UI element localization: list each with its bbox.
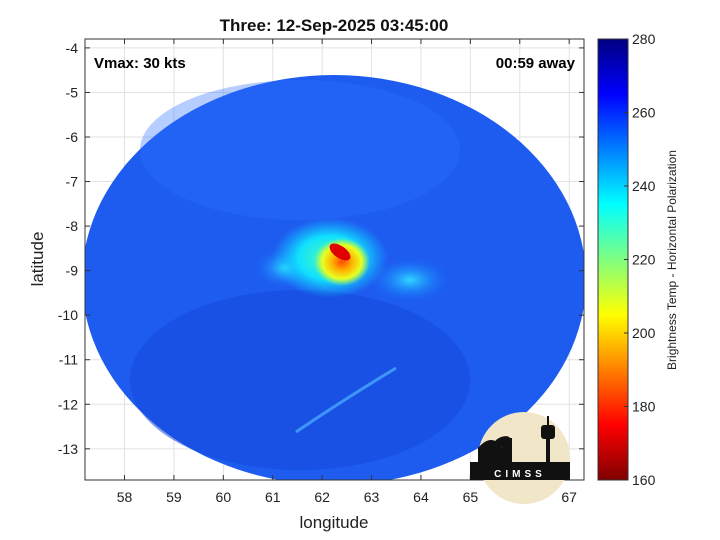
time-away-label: 00:59 away <box>496 55 576 72</box>
x-tick-label: 61 <box>265 489 281 505</box>
x-tick-label: 64 <box>413 489 429 505</box>
vmax-label: Vmax: 30 kts <box>94 55 186 72</box>
cold-core-red <box>329 243 351 261</box>
x-tick-label: 65 <box>463 489 479 505</box>
swath-lighter-north <box>140 80 460 220</box>
x-tick-label: 60 <box>216 489 232 505</box>
y-axis-ticks: -4 -5 -6 -7 -8 -9 -10 -11 -12 -13 <box>58 40 584 457</box>
chart-title: Three: 12-Sep-2025 03:45:00 <box>220 16 449 35</box>
y-tick-label: -9 <box>66 263 79 279</box>
convective-core <box>314 238 370 286</box>
y-tick-label: -6 <box>66 129 79 145</box>
x-tick-label: 63 <box>364 489 380 505</box>
y-tick-label: -13 <box>58 441 78 457</box>
brightness-temp-swath <box>85 75 584 480</box>
y-tick-label: -5 <box>66 84 79 100</box>
x-tick-label: 58 <box>117 489 133 505</box>
colorbar-ticks: 280 260 240 220 200 180 160 <box>624 31 656 488</box>
swath-artifact-line <box>295 366 397 434</box>
colorbar-tick-label: 160 <box>632 472 656 488</box>
y-tick-label: -8 <box>66 218 79 234</box>
colorbar-tick-label: 260 <box>632 105 656 121</box>
logo-satellite-dish <box>493 436 511 448</box>
colorbar-tick-label: 200 <box>632 325 656 341</box>
logo-water-tower-tank <box>541 425 555 439</box>
colorbar <box>597 38 629 481</box>
x-tick-label: 67 <box>561 489 577 505</box>
y-tick-label: -4 <box>66 40 79 56</box>
colorbar-tick-label: 180 <box>632 399 656 415</box>
colorbar-label: Brightness Temp - Horizontal Polarizatio… <box>665 150 679 370</box>
cimss-observatory-logo: CIMSS <box>470 412 570 504</box>
x-tick-label: 62 <box>314 489 330 505</box>
y-tick-label: -7 <box>66 174 79 190</box>
y-axis-label: latitude <box>28 232 47 287</box>
x-axis-label: longitude <box>299 513 368 532</box>
rainband-east <box>370 258 450 302</box>
logo-tower-leg <box>546 438 550 462</box>
colorbar-tick-label: 220 <box>632 252 656 268</box>
x-tick-label: 59 <box>166 489 182 505</box>
colorbar-tick-label: 240 <box>632 178 656 194</box>
colorbar-tick-label: 280 <box>632 31 656 47</box>
axes-box <box>84 38 585 481</box>
y-tick-label: -11 <box>59 352 78 368</box>
y-tick-label: -12 <box>58 396 78 412</box>
y-tick-label: -10 <box>58 307 78 323</box>
logo-ground-band <box>470 462 570 480</box>
swath-darker-south <box>130 290 470 470</box>
logo-text: CIMSS <box>494 469 546 480</box>
